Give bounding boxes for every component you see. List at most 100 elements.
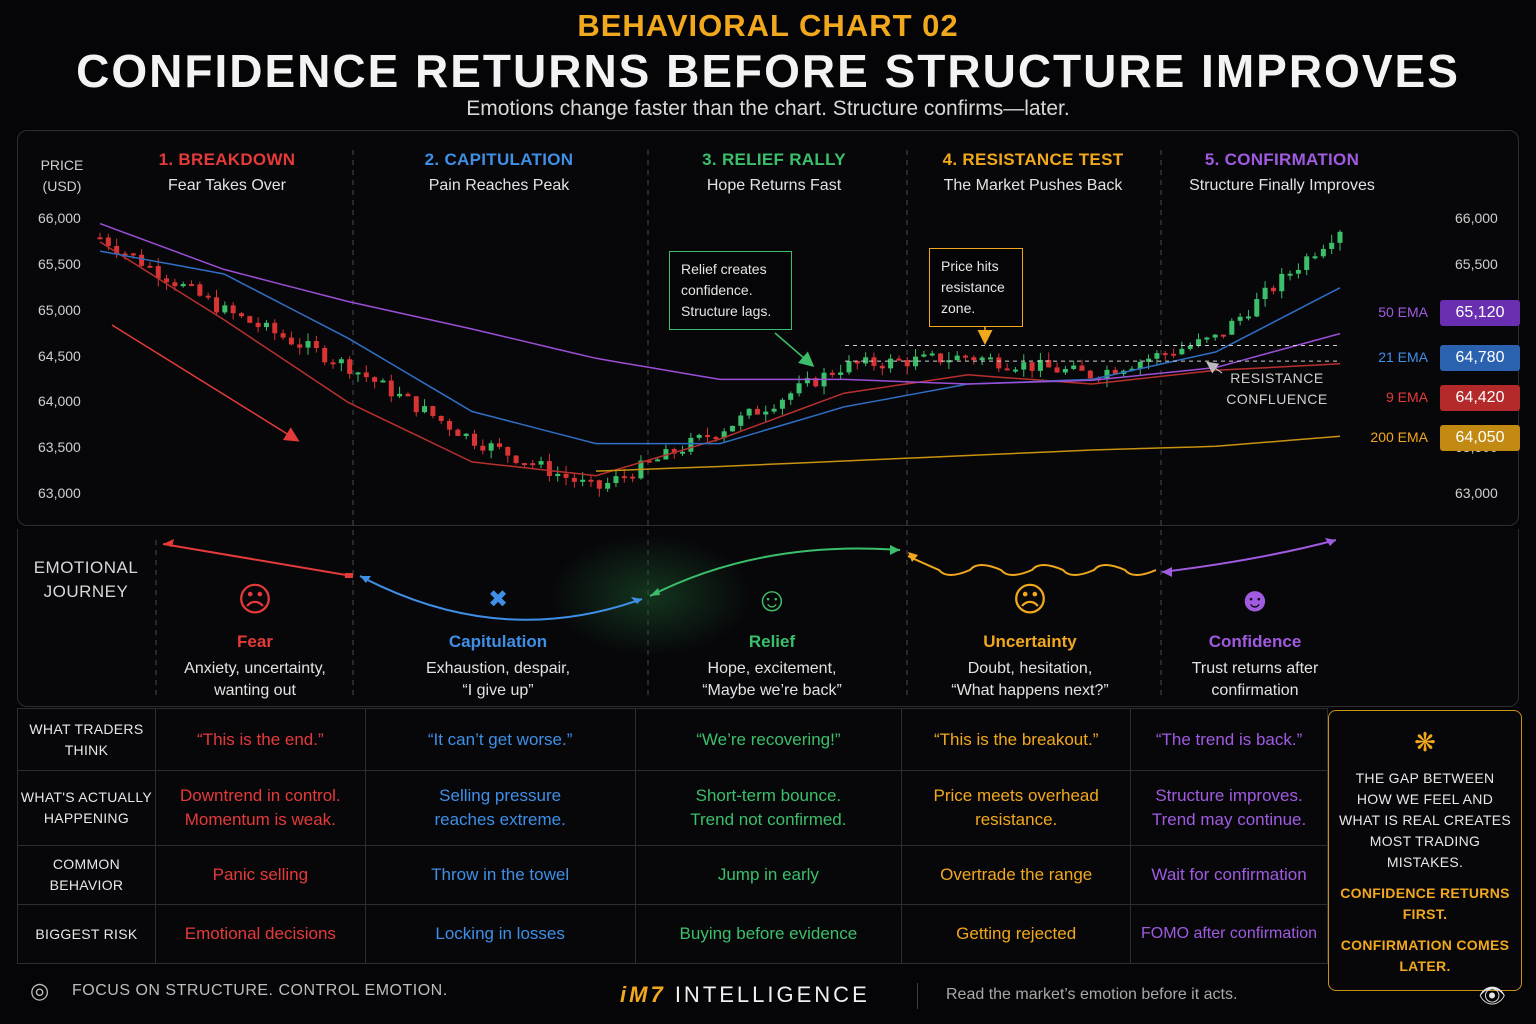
brand-word: INTELLIGENCE: [674, 982, 870, 1007]
candle-body: [355, 372, 361, 375]
phase-capitulation: 2. CAPITULATION Pain Reaches Peak: [369, 150, 629, 195]
ema9-label: 9 EMA 64,420: [1330, 385, 1520, 411]
chart-annotations: [111, 324, 1338, 442]
candle-body: [779, 399, 785, 409]
candle-body: [1137, 361, 1143, 369]
capitulation-arrowhead-right: [631, 597, 642, 604]
table-cell: “We’re recovering!”: [634, 708, 903, 771]
candle-body: [1287, 273, 1293, 276]
y-axis-label: PRICE: [40, 157, 84, 173]
candle-body: [1337, 231, 1343, 243]
table-cell: FOMO after confirmation: [1130, 904, 1328, 964]
phase-title: 2. CAPITULATION: [424, 150, 574, 169]
candle-body: [1229, 320, 1235, 335]
capitulation-arrowhead-left: [360, 576, 371, 583]
candle-body: [322, 348, 328, 363]
chart-subtitle: Emotions change faster than the chart. S…: [466, 97, 1070, 120]
candle-body: [1237, 316, 1243, 321]
candle-body: [813, 378, 819, 387]
emotion-desc: Hope, excitement, “Maybe we’re back”: [702, 660, 842, 699]
candle-body: [1312, 256, 1318, 259]
candle-body: [846, 361, 852, 373]
emotion-desc: Doubt, hesitation, “What happens next?”: [951, 660, 1109, 699]
table-row: BIGGEST RISK Emotional decisions Locking…: [17, 904, 1328, 964]
candle-body: [164, 278, 170, 283]
candle-body: [238, 313, 244, 317]
confidence-arrowhead-right: [1325, 538, 1336, 546]
worried-face-icon: ☹: [1012, 581, 1048, 619]
candle-body: [313, 341, 319, 349]
candle-body: [247, 316, 253, 323]
candle-body: [155, 265, 161, 279]
candle-body: [863, 357, 869, 364]
emotion-arrows: [162, 538, 1337, 621]
candle-body: [197, 284, 203, 296]
candle-body: [405, 393, 411, 397]
row-label: COMMON BEHAVIOR: [17, 845, 156, 905]
gap-callout-box: ❋ THE GAP BETWEEN HOW WE FEEL AND WHAT IS …: [1328, 710, 1522, 991]
candle-body: [388, 380, 394, 397]
candle-body: [680, 451, 686, 454]
candle-body: [397, 393, 403, 397]
candle-body: [1087, 370, 1093, 379]
gap-highlight-1: CONFIDENCE RETURNS FIRST.: [1340, 885, 1510, 922]
candle-body: [713, 437, 719, 440]
fear-arrowhead: [163, 539, 174, 547]
table-row: WHAT'S ACTUALLY HAPPENING Downtrend in co…: [17, 770, 1328, 846]
phase-title: 5. CONFIRMATION: [1204, 150, 1360, 169]
candle-body: [963, 355, 969, 358]
candle-body: [513, 455, 519, 464]
ema21-label: 21 EMA 64,780: [1330, 345, 1520, 371]
eye-icon[interactable]: 👁: [1478, 983, 1506, 1008]
candle-body: [505, 446, 511, 456]
candle-body: [1245, 316, 1251, 319]
candle-body: [214, 297, 220, 313]
emotion-relief: ☺ Relief Hope, excitement, “Maybe we’re b…: [672, 580, 872, 702]
downtrend-arrow: [111, 324, 300, 442]
candle-body: [938, 353, 944, 363]
candle-body: [904, 359, 910, 367]
behavior-table: WHAT TRADERS THINK “This is the end.” “It…: [17, 708, 1328, 964]
candle-body: [1079, 365, 1085, 371]
ema-value: 65,120: [1440, 300, 1520, 326]
table-cell: Buying before evidence: [634, 904, 903, 964]
phase-subtitle: The Market Pushes Back: [943, 177, 1123, 194]
candle-body: [1029, 362, 1035, 371]
row-label: WHAT TRADERS THINK: [17, 708, 156, 771]
candle-body: [447, 420, 453, 430]
phase-title: 4. RESISTANCE TEST: [942, 150, 1124, 169]
uncertainty-wave: [907, 555, 1157, 576]
ema-line-50ema: [99, 222, 1341, 385]
candle-body: [621, 476, 627, 479]
brain-icon: ❋: [1414, 727, 1436, 757]
candle-body: [430, 406, 436, 416]
candle-body: [854, 361, 860, 364]
gap-highlight-2: CONFIRMATION COMES LATER.: [1340, 937, 1510, 974]
candle-body: [696, 434, 702, 438]
table-cell: Structure improves. Trend may continue.: [1130, 770, 1328, 846]
table-cell: Getting rejected: [901, 904, 1132, 964]
emotion-name: Relief: [748, 632, 796, 651]
ema-name: 21 EMA: [1378, 349, 1428, 365]
candle-body: [122, 253, 128, 256]
footer-tagline: Read the market’s emotion before it acts…: [946, 986, 1238, 1003]
candle-body: [480, 445, 486, 451]
candle-body: [1254, 299, 1260, 317]
candle-body: [987, 357, 993, 360]
emotion-capitulation: ✖ Capitulation Exhaustion, despair, “I gi…: [398, 580, 598, 702]
candle-body: [263, 322, 269, 328]
candle-body: [413, 396, 419, 413]
phase-breakdown: 1. BREAKDOWN Fear Takes Over: [97, 150, 357, 195]
relief-arrowhead-right: [890, 545, 900, 555]
smile-face-icon: ☺: [754, 581, 790, 619]
uncertainty-arrowhead: [908, 552, 918, 562]
candle-body: [180, 284, 186, 287]
ema-value: 64,420: [1440, 385, 1520, 411]
candle-body: [222, 305, 228, 313]
emotion-desc: Anxiety, uncertainty, wanting out: [184, 660, 326, 699]
emotion-fear: ☹ Fear Anxiety, uncertainty, wanting out: [155, 580, 355, 702]
ema-name: 200 EMA: [1370, 429, 1428, 445]
candle-body: [372, 377, 378, 382]
candle-body: [205, 295, 211, 298]
emotional-journey-panel: [17, 529, 1519, 707]
